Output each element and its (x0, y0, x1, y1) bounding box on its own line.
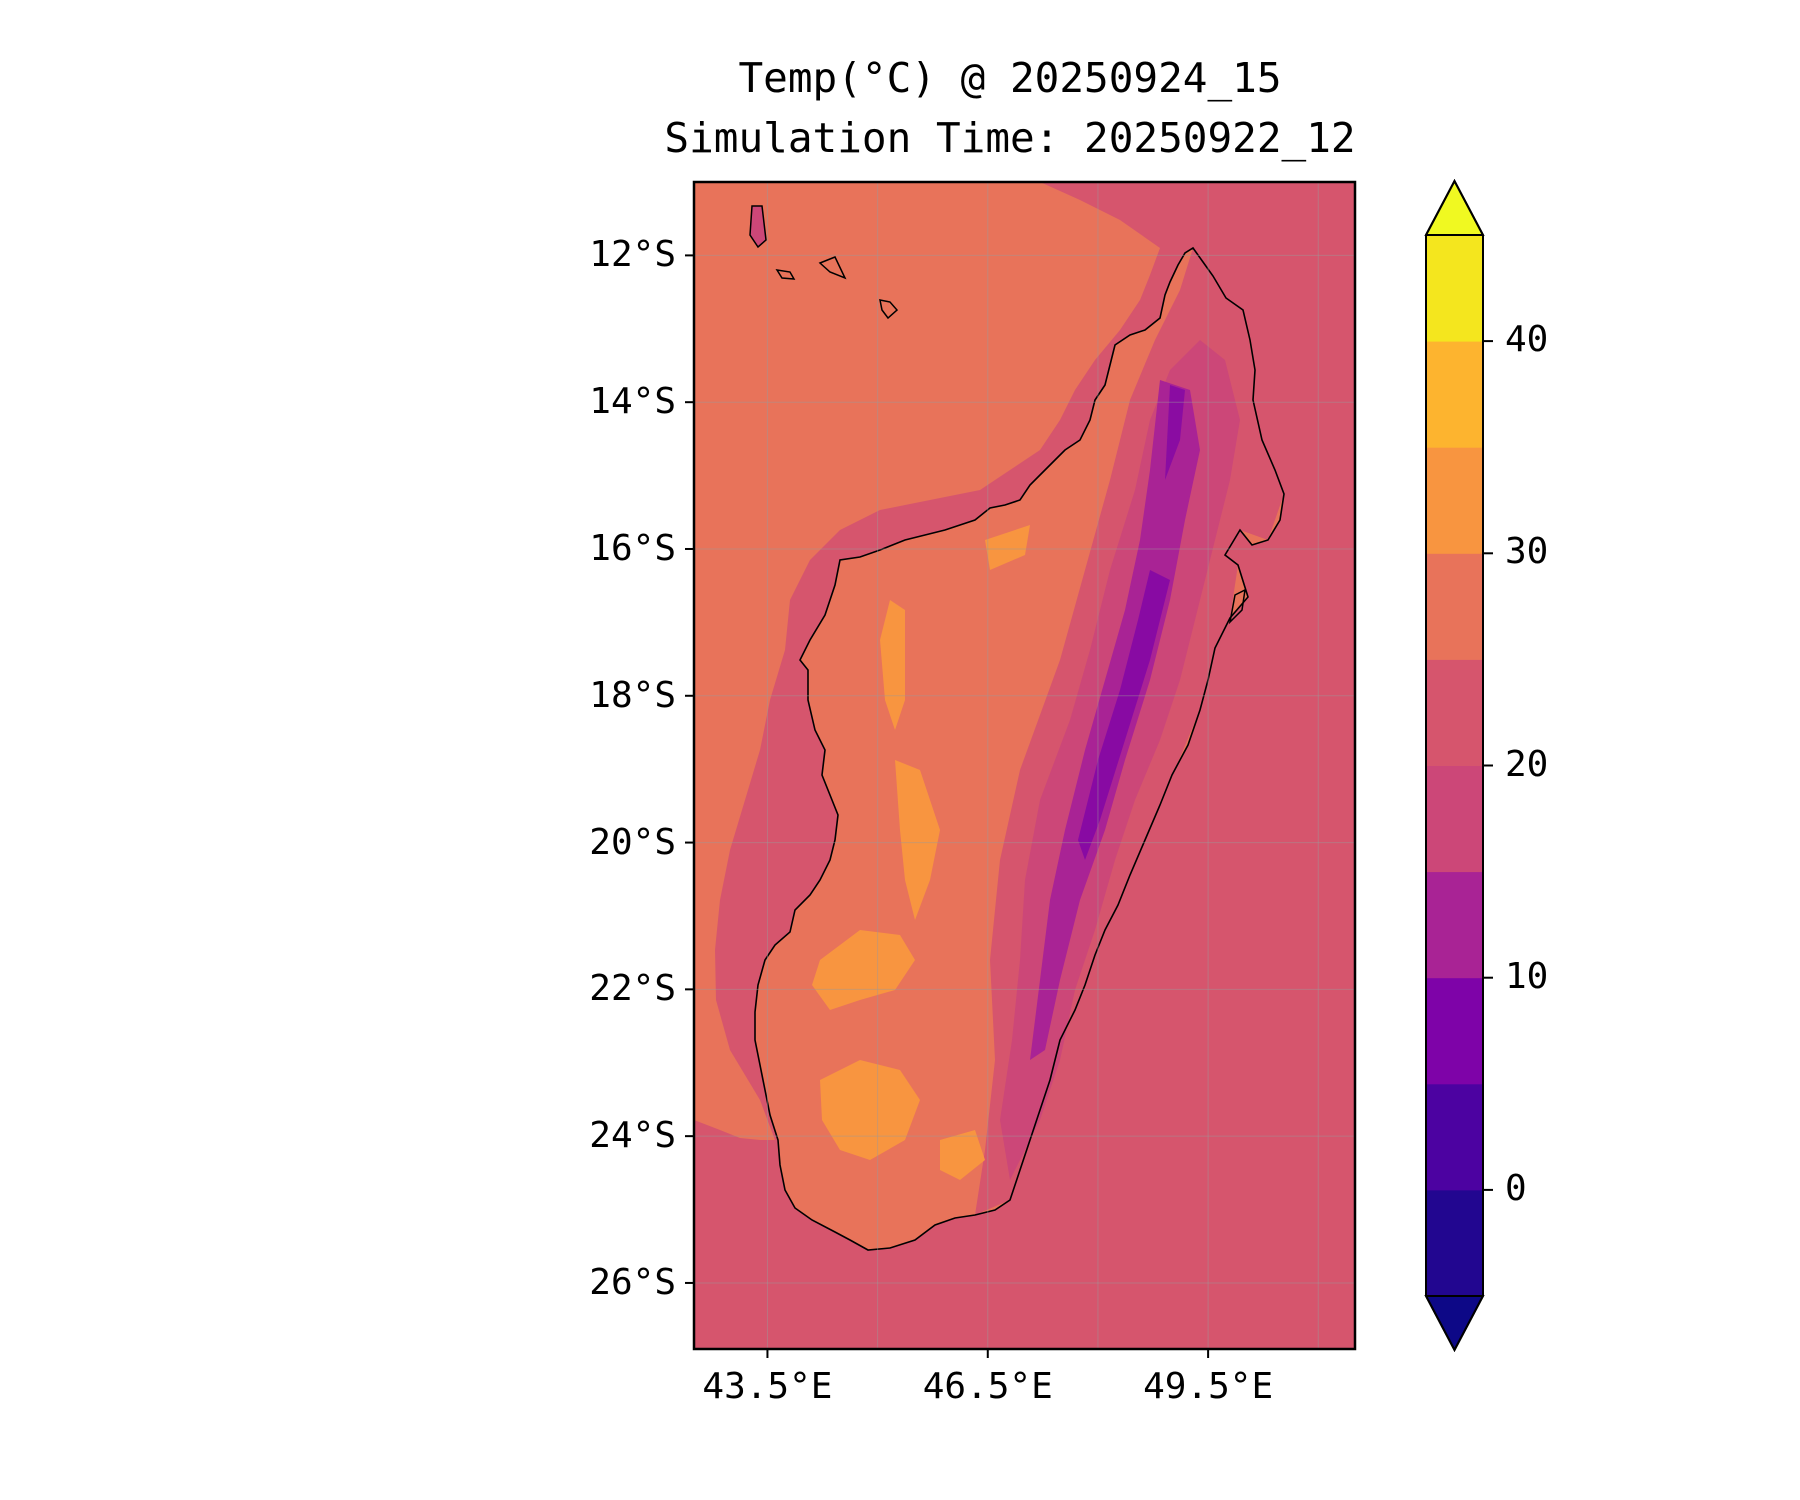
lon-tick-label: 46.5°E (922, 1366, 1053, 1407)
warm-zone-4 (820, 1060, 920, 1160)
colorbar-segment (1426, 553, 1483, 660)
lat-tick-marks (685, 254, 694, 1284)
lon-tick-label: 49.5°E (1143, 1366, 1274, 1407)
colorbar (1424, 178, 1493, 1353)
colorbar-tick-label: 40 (1505, 319, 1549, 361)
colorbar-segment (1426, 977, 1483, 1085)
mayotte-island (879, 299, 899, 320)
lat-tick-label: 16°S (589, 527, 676, 569)
lon-tick-marks (766, 1349, 1210, 1358)
lon-tick-label: 43.5°E (702, 1366, 833, 1407)
lat-tick-label: 24°S (589, 1115, 676, 1157)
colorbar-tick-label: 10 (1505, 955, 1549, 997)
colorbar-outline (1425, 178, 1484, 1353)
warm-zone-3 (812, 930, 915, 1010)
cool-zone-4 (1165, 385, 1185, 480)
map-gridlines (694, 182, 1355, 1349)
warm-zone-1 (880, 600, 905, 730)
colorbar-extend-top (1424, 178, 1485, 236)
colorbar-extend-bottom (1424, 1295, 1485, 1353)
colorbar-segment (1426, 659, 1483, 766)
colorbar-tick-label: 0 (1505, 1167, 1527, 1209)
lat-tick-label: 14°S (589, 381, 676, 423)
lat-tick-label: 12°S (589, 234, 676, 276)
colorbar-segment (1426, 341, 1483, 448)
colorbar-segment (1426, 235, 1483, 342)
lat-tick-label: 18°S (589, 674, 676, 716)
colorbar-segment (1426, 1083, 1483, 1191)
colorbar-segment (1426, 765, 1483, 873)
lat-tick-label: 22°S (589, 968, 676, 1010)
cool-zone-5 (1078, 570, 1170, 860)
comoros-island (818, 256, 847, 280)
colorbar-tick-label: 30 (1505, 531, 1549, 573)
chart-title: Temp(°C) @ 20250924_15 (738, 54, 1282, 102)
warm-zone-2 (895, 760, 940, 920)
comoros-island (775, 269, 796, 280)
colorbar-segment (1426, 1189, 1483, 1297)
colorbar-tick-label: 20 (1505, 743, 1549, 785)
ocean-warm-band (694, 182, 1160, 1140)
warm-zone-5 (940, 1130, 985, 1180)
comoros-island (749, 205, 767, 249)
warm-zone-6 (985, 525, 1030, 570)
chart-subtitle: Simulation Time: 20250922_12 (664, 114, 1356, 162)
map-frame (692, 180, 1357, 1351)
colorbar-segment (1426, 447, 1483, 554)
colorbar-segment (1426, 871, 1483, 979)
lat-tick-label: 26°S (589, 1261, 676, 1303)
lat-tick-label: 20°S (589, 821, 676, 863)
sainte-marie-island (1228, 588, 1246, 625)
